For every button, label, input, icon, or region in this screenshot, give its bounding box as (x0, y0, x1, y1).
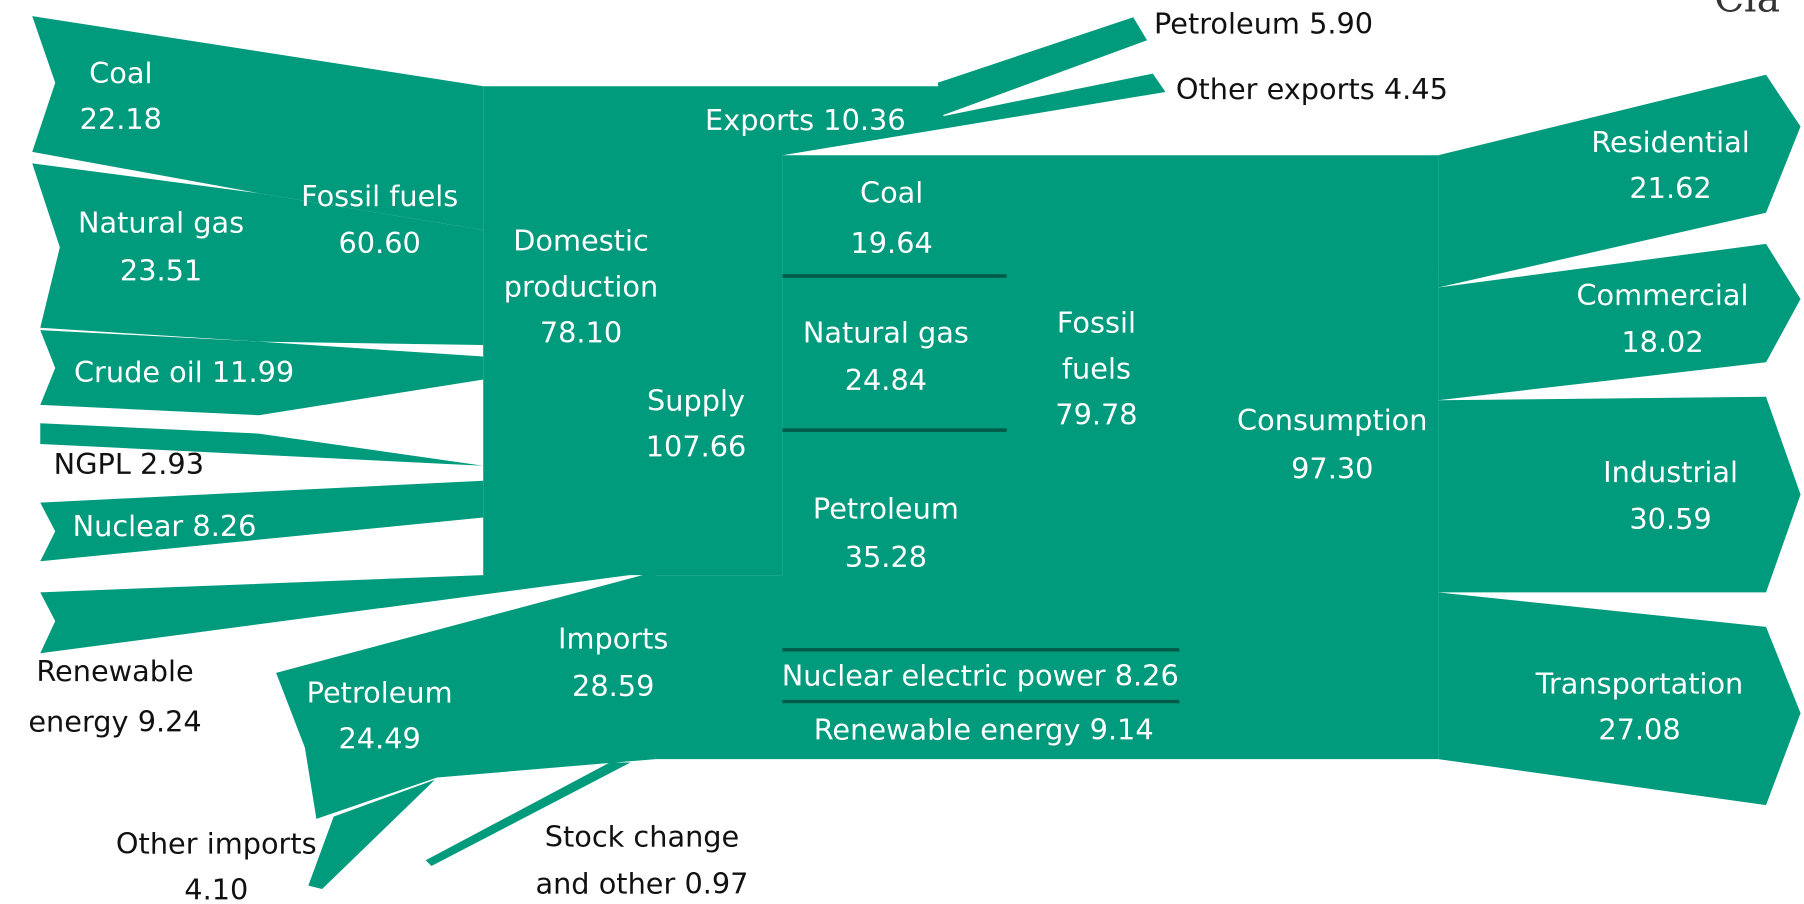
corner-text: Cla (1714, 0, 1780, 21)
label-line: Exports 10.36 (705, 103, 906, 137)
node-label: Natural gas 24.84 (803, 316, 969, 397)
label-line: 28.59 (572, 669, 654, 703)
label-line: Coal (860, 175, 923, 209)
label-line: Imports (558, 622, 668, 656)
label-line: 97.30 (1291, 451, 1373, 485)
flows (32, 16, 1801, 890)
node-label: Fossil fuels 79.78 (1055, 305, 1137, 431)
flow-domestic (483, 86, 944, 576)
node-label: Stock change and other 0.97 (535, 819, 748, 900)
node-label: Nuclear electric power 8.26 (782, 658, 1179, 692)
label-line: 30.59 (1629, 502, 1711, 536)
label-line: Petroleum (307, 676, 453, 710)
node-label: Domestic production 78.10 (504, 224, 658, 350)
node-label: Commercial 18.02 (1576, 278, 1748, 359)
node-label: Imports 28.59 (558, 622, 668, 703)
node-label: Exports 10.36 (705, 103, 906, 137)
flow-industrial (1438, 396, 1801, 593)
label-line: energy 9.24 (28, 704, 201, 738)
label-line: 79.78 (1055, 397, 1137, 431)
node-label: Fossil fuels 60.60 (301, 179, 458, 260)
label-line: 107.66 (646, 430, 747, 464)
label-line: Other exports 4.45 (1176, 72, 1448, 106)
flow-export-petroleum (937, 17, 1148, 116)
label-line: Domestic (513, 224, 648, 258)
flow-crude-in (40, 330, 484, 416)
label-line: Nuclear electric power 8.26 (782, 658, 1179, 692)
label-line: Natural gas (803, 316, 969, 350)
flow-nuclear-in (40, 480, 484, 562)
node-label: Petroleum 35.28 (813, 492, 959, 574)
node-label: Residential 21.62 (1591, 125, 1749, 205)
node-label: Natural gas 23.51 (78, 205, 244, 287)
flow-coal-in (32, 16, 484, 231)
node-label: Supply 107.66 (646, 384, 747, 464)
label-line: 21.62 (1629, 171, 1711, 205)
label-line: Consumption (1237, 403, 1427, 437)
label-line: and other 0.97 (535, 867, 748, 901)
flow-transportation (1438, 592, 1801, 806)
label-line: Petroleum (813, 492, 959, 526)
node-label: Industrial 30.59 (1603, 455, 1738, 536)
flow-trunk (644, 155, 1439, 760)
node-label: Nuclear 8.26 (73, 509, 257, 543)
label-line: Coal (89, 56, 152, 90)
label-line: 18.02 (1621, 325, 1703, 359)
flow-other-imports (308, 779, 435, 890)
label-line: 27.08 (1598, 713, 1680, 747)
node-label: Other imports 4.10 (116, 826, 317, 904)
flow-residential (1438, 74, 1801, 288)
node-label: Petroleum 5.90 (1154, 6, 1373, 40)
label-line: Supply (647, 384, 745, 418)
node-label: Transportation 27.08 (1535, 667, 1744, 747)
node-label: Other exports 4.45 (1176, 72, 1448, 106)
node-label: Renewable energy 9.14 (814, 713, 1154, 747)
node-label: Petroleum 24.49 (307, 676, 453, 756)
node-label: Coal 22.18 (80, 56, 162, 136)
label-line: Stock change (545, 819, 740, 853)
label-line: NGPL 2.93 (54, 447, 204, 481)
label-line: 24.84 (845, 363, 927, 397)
label-line: 78.10 (540, 316, 622, 350)
label-line: Petroleum 5.90 (1154, 6, 1373, 40)
flow-commercial (1438, 243, 1801, 401)
flow-ngpl-in (40, 423, 484, 466)
label-line: Renewable energy 9.14 (814, 713, 1154, 747)
label-line: Fossil (1057, 305, 1136, 339)
flow-stock-change (425, 762, 631, 867)
label-line: fuels (1062, 351, 1131, 385)
flow-imports (276, 571, 656, 819)
flow-gas-in (32, 163, 484, 346)
node-label: Coal 19.64 (850, 175, 932, 260)
label-line: Renewable (36, 654, 193, 688)
label-line: 4.10 (184, 872, 248, 904)
label-line: Transportation (1535, 667, 1744, 701)
label-line: Fossil fuels (301, 179, 458, 213)
node-label: Consumption 97.30 (1237, 403, 1427, 485)
node-label: NGPL 2.93 (54, 447, 204, 481)
label-line: Nuclear 8.26 (73, 509, 257, 543)
label-line: Industrial (1603, 455, 1738, 489)
label-line: production (504, 270, 658, 304)
label-line: Commercial (1576, 278, 1748, 312)
label-line: Residential (1591, 125, 1749, 159)
label-line: 60.60 (339, 226, 421, 260)
node-label: Crude oil 11.99 (74, 355, 294, 389)
label-line: 19.64 (850, 226, 932, 260)
label-line: 22.18 (80, 102, 162, 136)
node-label: Renewable energy 9.24 (28, 654, 201, 739)
label-line: 23.51 (120, 254, 202, 288)
label-line: Other imports (116, 826, 317, 860)
label-line: Natural gas (78, 205, 244, 239)
label-line: 35.28 (845, 540, 927, 574)
flow-export-other (782, 73, 1166, 156)
label-line: 24.49 (339, 722, 421, 756)
label-line: Crude oil 11.99 (74, 355, 294, 389)
